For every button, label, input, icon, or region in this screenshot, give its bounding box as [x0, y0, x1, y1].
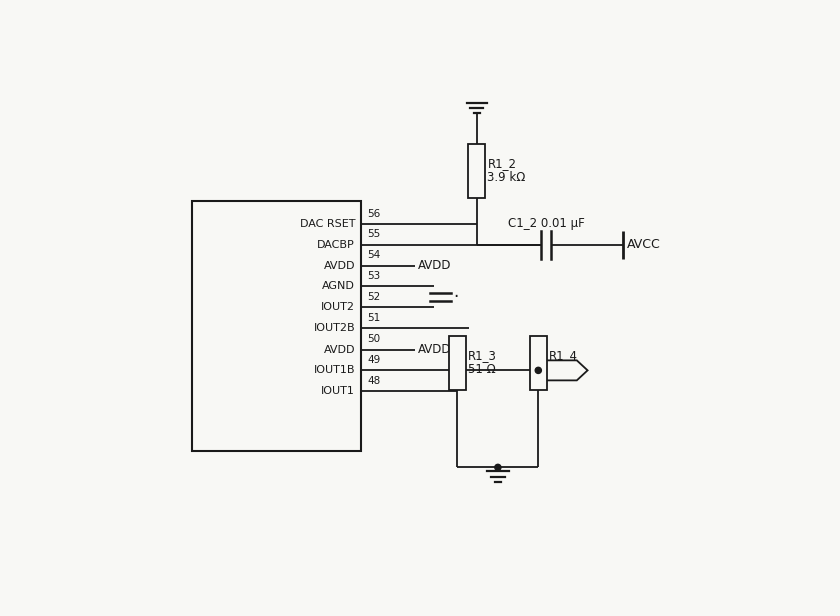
Polygon shape: [540, 360, 588, 380]
Text: 49: 49: [367, 355, 381, 365]
Text: 54: 54: [367, 250, 381, 260]
Bar: [530, 336, 547, 391]
Text: ·: ·: [453, 288, 458, 306]
Bar: [449, 336, 466, 391]
Text: 56: 56: [367, 209, 381, 219]
Text: 48: 48: [367, 376, 381, 386]
Text: AGND: AGND: [323, 282, 355, 291]
Text: AVCC: AVCC: [627, 238, 660, 251]
Text: DAC RSET: DAC RSET: [300, 219, 355, 229]
Text: 51 Ω: 51 Ω: [468, 363, 496, 376]
Text: 51 Ω: 51 Ω: [549, 363, 577, 376]
Text: 55: 55: [367, 230, 381, 240]
Text: AVDD: AVDD: [323, 261, 355, 270]
Text: R1_3: R1_3: [468, 349, 497, 362]
Text: R1_4: R1_4: [549, 349, 578, 362]
Text: IOUT1: IOUT1: [321, 386, 355, 396]
Text: C1_2 0.01 μF: C1_2 0.01 μF: [507, 217, 585, 230]
Text: 51: 51: [367, 313, 381, 323]
Text: IOUT2B: IOUT2B: [313, 323, 355, 333]
Bar: [468, 144, 486, 198]
Text: IOUT2: IOUT2: [321, 302, 355, 312]
Text: AVDD: AVDD: [417, 343, 451, 356]
Text: 52: 52: [367, 292, 381, 302]
Text: AVDD: AVDD: [323, 344, 355, 355]
Text: Output: Output: [537, 364, 580, 377]
Circle shape: [495, 464, 501, 471]
Text: 53: 53: [367, 271, 381, 281]
Text: R1_2: R1_2: [487, 156, 517, 170]
Bar: [192, 201, 361, 451]
Text: AVDD: AVDD: [417, 259, 451, 272]
Text: 50: 50: [367, 334, 381, 344]
Text: 3.9 kΩ: 3.9 kΩ: [487, 171, 526, 184]
Circle shape: [535, 367, 542, 373]
Text: DACBP: DACBP: [318, 240, 355, 250]
Text: IOUT1B: IOUT1B: [313, 365, 355, 375]
